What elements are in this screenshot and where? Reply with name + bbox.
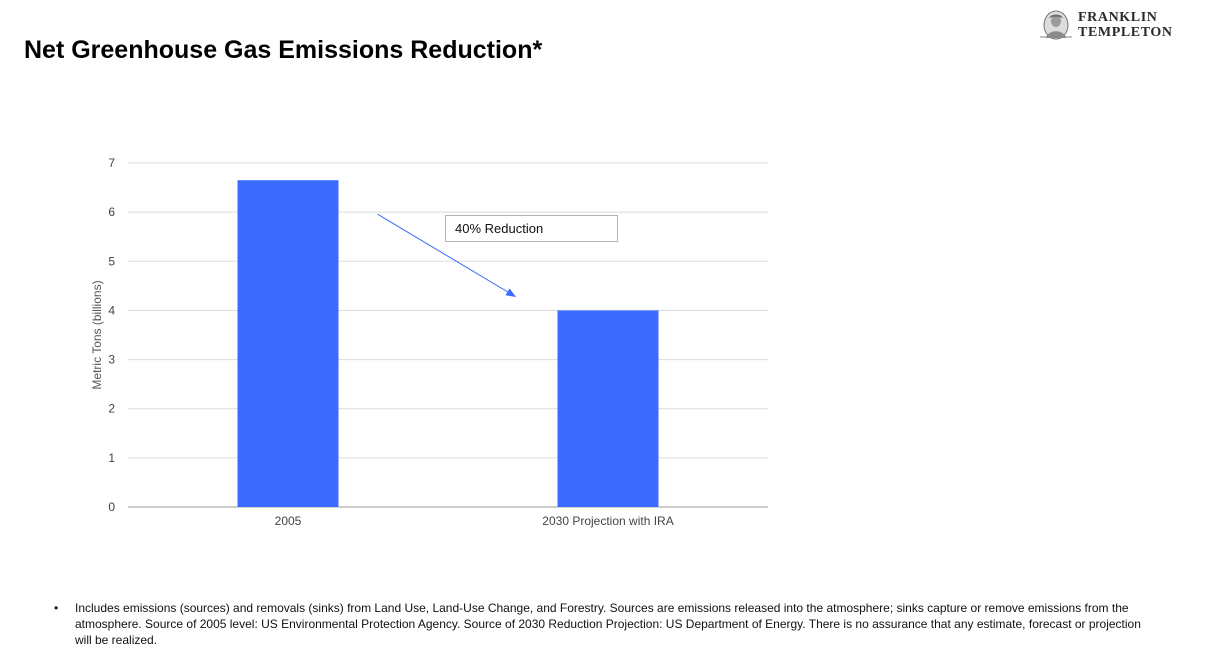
y-tick-label: 0	[108, 500, 115, 514]
footnote-text: Includes emissions (sources) and removal…	[75, 601, 1141, 647]
franklin-templeton-logo: FRANKLIN TEMPLETON	[1038, 8, 1198, 42]
logo-line-2: TEMPLETON	[1078, 25, 1173, 40]
y-axis-title: Metric Tons (billions)	[90, 280, 104, 389]
y-tick-label: 1	[108, 451, 115, 465]
x-axis-labels: 2005 2030 Projection with IRA	[275, 514, 674, 528]
bar-2	[557, 310, 659, 507]
franklin-portrait-icon	[1040, 10, 1072, 40]
y-tick-label: 5	[108, 254, 115, 268]
bar-1	[237, 180, 339, 507]
footnote-bullet: •	[54, 601, 59, 615]
bars	[237, 180, 659, 507]
footnote: • Includes emissions (sources) and remov…	[54, 600, 1149, 648]
y-tick-label: 2	[108, 402, 115, 416]
logo-line-1: FRANKLIN	[1078, 10, 1158, 25]
x-tick-label: 2005	[275, 514, 302, 528]
page-title: Net Greenhouse Gas Emissions Reduction*	[24, 36, 543, 64]
grid-lines	[128, 162, 768, 508]
y-tick-label: 4	[108, 303, 115, 317]
x-tick-label: 2030 Projection with IRA	[542, 514, 673, 528]
reduction-arrow	[377, 213, 517, 297]
y-tick-label: 6	[108, 205, 115, 219]
y-tick-label: 3	[108, 353, 115, 367]
reduction-annotation: 40% Reduction	[445, 215, 618, 242]
y-axis-ticks: 0 1 2 3 4 5 6 7	[108, 156, 115, 514]
y-tick-label: 7	[108, 156, 115, 170]
